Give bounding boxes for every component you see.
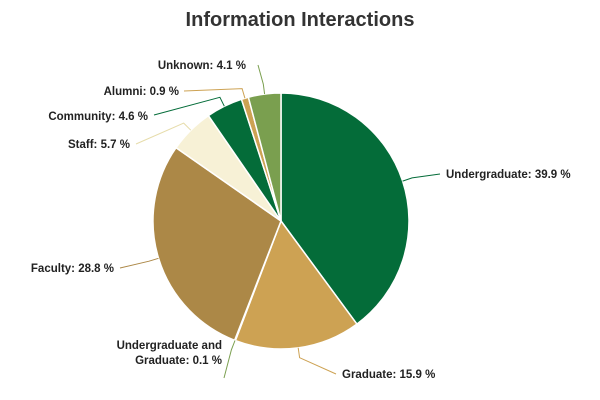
slice-labels: Undergraduate: 39.9 % Graduate: 15.9 % Und… bbox=[31, 60, 571, 381]
connector-undergraduate-and-graduate bbox=[223, 340, 236, 379]
pie-slice-undergraduate[interactable] bbox=[280, 92, 410, 326]
connector-graduate bbox=[297, 347, 337, 375]
pie-slices bbox=[152, 92, 410, 350]
slice-label-undergraduate: Undergraduate: 39.9 % bbox=[446, 169, 571, 181]
connector-undergraduate bbox=[402, 173, 441, 182]
slice-label-staff: Staff: 5.7 % bbox=[68, 139, 130, 151]
chart-title: Information Interactions bbox=[186, 9, 415, 31]
slice-label-faculty: Faculty: 28.8 % bbox=[31, 263, 114, 275]
slice-label-community: Community: 4.6 % bbox=[48, 111, 148, 123]
slice-label-graduate: Graduate: 15.9 % bbox=[342, 369, 435, 381]
connector-faculty bbox=[119, 257, 159, 269]
slice-label-undergraduate-and-graduate: Undergraduate and Graduate: 0.1 % bbox=[117, 340, 222, 367]
pie-slice-faculty[interactable] bbox=[152, 146, 282, 342]
label-connectors bbox=[119, 64, 441, 379]
slice-label-alumni: Alumni: 0.9 % bbox=[104, 86, 179, 98]
connector-staff bbox=[135, 122, 192, 145]
connector-community bbox=[153, 96, 225, 116]
slice-label-unknown: Unknown: 4.1 % bbox=[158, 60, 246, 72]
connector-alumni bbox=[183, 88, 246, 99]
connector-unknown bbox=[257, 64, 266, 95]
